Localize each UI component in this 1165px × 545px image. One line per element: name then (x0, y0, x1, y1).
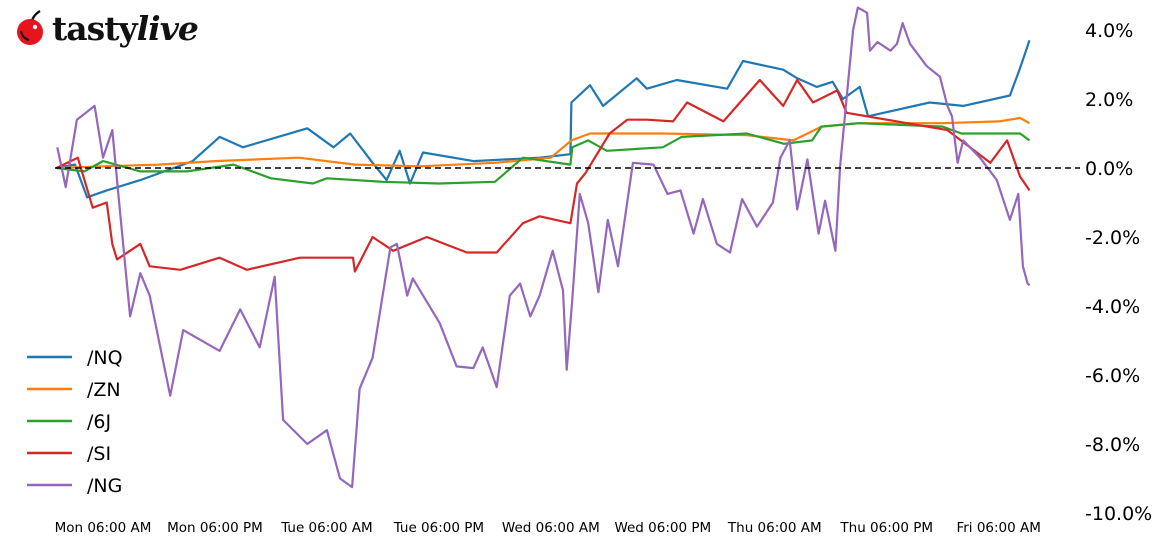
y-tick-label: -8.0% (1085, 434, 1140, 456)
y-tick-label: -2.0% (1085, 227, 1140, 249)
series-line-nq (56, 39, 1031, 199)
legend-label-si: /SI (87, 443, 111, 465)
legend-label-6j: /6J (87, 411, 111, 433)
legend-label-zn: /ZN (87, 379, 121, 401)
x-tick-label: Tue 06:00 AM (280, 520, 372, 536)
logo-wordmark: tastylive (52, 8, 199, 48)
y-tick-label: -4.0% (1085, 296, 1140, 318)
cherry-icon (17, 10, 43, 45)
x-tick-label: Thu 06:00 PM (839, 520, 933, 536)
x-axis-ticks: Mon 06:00 AM Mon 06:00 PM Tue 06:00 AM Tue … (55, 520, 1041, 536)
series-layer (55, 6, 1031, 489)
y-tick-label: 2.0% (1085, 89, 1133, 111)
legend-label-ng: /NG (87, 475, 122, 497)
y-tick-label: 4.0% (1085, 20, 1133, 42)
logo-text-live: live (136, 8, 199, 48)
x-tick-label: Wed 06:00 AM (502, 520, 600, 536)
series-line-si (55, 78, 1031, 273)
x-tick-label: Tue 06:00 PM (393, 520, 484, 536)
y-tick-label: -6.0% (1085, 365, 1140, 387)
series-line-6j (56, 122, 1031, 185)
logo-text-tasty: tasty (52, 8, 138, 48)
series-line-zn (56, 116, 1031, 170)
x-tick-label: Mon 06:00 PM (167, 520, 263, 536)
x-tick-label: Fri 06:00 AM (956, 520, 1040, 536)
x-tick-label: Mon 06:00 AM (55, 520, 152, 536)
x-tick-label: Thu 06:00 AM (727, 520, 822, 536)
x-tick-label: Wed 06:00 PM (614, 520, 711, 536)
legend: /NQ/ZN/6J/SI/NG (27, 347, 123, 497)
y-axis-ticks: 4.0% 2.0% 0.0% -2.0% -4.0% -6.0% -8.0% -10.0% (1085, 20, 1152, 525)
y-tick-label: -10.0% (1085, 503, 1152, 525)
series-line-ng (56, 6, 1031, 489)
tastylive-logo: tastylive (14, 6, 199, 50)
legend-label-nq: /NQ (87, 347, 123, 369)
y-tick-label: 0.0% (1085, 158, 1133, 180)
